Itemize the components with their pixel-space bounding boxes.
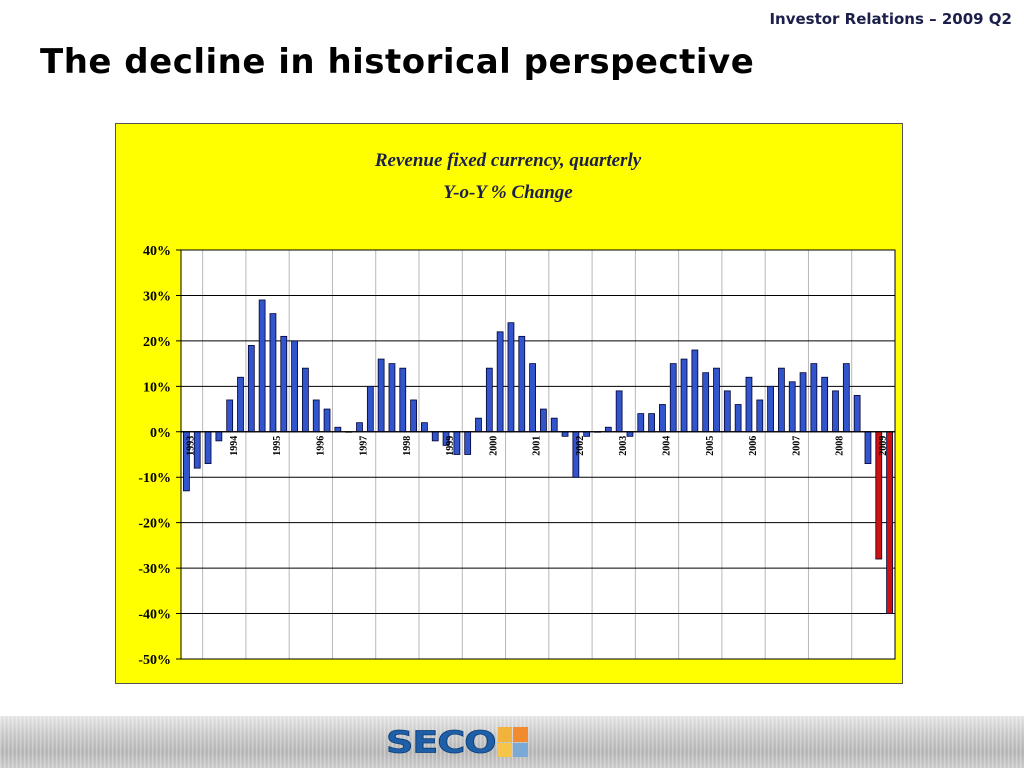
chart-bar — [669, 363, 677, 433]
x-tick-label: 2004 — [661, 436, 672, 456]
footer-bar — [0, 716, 1024, 768]
chart-bar — [659, 404, 666, 433]
x-tick-label: 1994 — [229, 436, 240, 456]
x-tick-label: 2009 — [878, 436, 889, 456]
x-tick-label: 2007 — [791, 436, 802, 456]
chart-bar — [485, 367, 493, 433]
y-tick-label: 10% — [143, 380, 171, 395]
chart-title: Revenue fixed currency, quarterly — [374, 150, 642, 171]
chart-bar — [312, 399, 320, 433]
company-logo: SECO — [386, 724, 528, 760]
y-tick-label: -30% — [138, 562, 171, 577]
chart-bar — [366, 385, 374, 433]
y-tick-label: 40% — [143, 244, 171, 259]
x-tick-label: 2008 — [835, 436, 846, 456]
chart-bar — [237, 376, 244, 433]
chart-bar — [778, 367, 785, 433]
y-tick-label: 30% — [143, 289, 171, 304]
y-tick-label: -10% — [138, 471, 171, 486]
chart-bar — [821, 376, 829, 433]
chart-bar — [864, 431, 872, 464]
chart-bar — [388, 363, 396, 433]
chart-bar — [247, 345, 255, 433]
chart-bar — [291, 340, 298, 433]
chart-bar — [258, 299, 266, 433]
chart-bar — [496, 331, 504, 433]
chart-bar — [702, 372, 710, 433]
chart-bar — [377, 358, 385, 433]
chart-bar — [215, 431, 223, 442]
chart-bar — [756, 399, 764, 433]
revenue-bar-chart: Revenue fixed currency, quarterly Y-o-Y … — [138, 150, 896, 668]
page-title: The decline in historical perspective — [40, 42, 755, 82]
x-tick-label: 1999 — [445, 436, 456, 456]
chart-bar — [540, 408, 547, 433]
chart-bar — [583, 431, 591, 437]
chart-bar — [615, 390, 623, 433]
chart-bar — [561, 431, 569, 437]
chart-subtitle: Y-o-Y % Change — [443, 182, 573, 203]
header-label: Investor Relations – 2009 Q2 — [769, 10, 1012, 28]
x-tick-label: 1997 — [359, 436, 370, 456]
y-tick-label: -20% — [138, 517, 171, 532]
chart-bar — [323, 408, 331, 433]
chart-bar — [421, 422, 428, 433]
chart-bar — [713, 367, 720, 433]
x-tick-label: 2006 — [748, 436, 759, 456]
chart-bar — [842, 363, 850, 433]
chart-bar — [604, 426, 612, 433]
chart-bar — [637, 413, 645, 433]
chart-bar — [356, 422, 363, 433]
y-tick-label: -40% — [138, 608, 171, 623]
chart-bar — [280, 335, 288, 433]
chart-bar — [853, 395, 861, 433]
x-tick-label: 1996 — [315, 436, 326, 456]
plot-area — [180, 249, 896, 660]
chart-bar — [507, 322, 515, 433]
x-tick-label: 1998 — [402, 436, 413, 456]
chart-bar — [431, 431, 439, 442]
chart-bar — [302, 367, 309, 433]
chart-panel: Revenue fixed currency, quarterly Y-o-Y … — [115, 123, 903, 684]
chart-bar — [886, 431, 893, 614]
chart-bar — [626, 431, 634, 437]
chart-bar — [680, 358, 688, 433]
chart-bar — [648, 413, 655, 433]
x-tick-label: 2001 — [532, 436, 543, 456]
chart-bar — [475, 417, 482, 433]
y-tick-label: 20% — [143, 335, 171, 350]
chart-bar — [788, 381, 796, 433]
chart-bar — [734, 404, 742, 433]
chart-bar — [767, 385, 774, 433]
x-tick-label: 2003 — [618, 436, 629, 456]
chart-bar — [334, 426, 342, 433]
x-tick-label: 1995 — [272, 436, 283, 456]
logo-wordmark: SECO — [386, 724, 498, 760]
chart-bar — [399, 367, 407, 433]
logo-mark-icon — [497, 727, 528, 757]
y-tick-label: -50% — [138, 653, 171, 668]
chart-bar — [529, 363, 536, 433]
chart-bar — [550, 417, 558, 433]
chart-bar — [204, 431, 212, 464]
chart-bar — [410, 399, 417, 433]
chart-bar — [810, 363, 818, 433]
x-tick-label: 2000 — [488, 436, 499, 456]
chart-bar — [832, 390, 839, 433]
chart-bar — [691, 349, 699, 433]
chart-bar — [464, 431, 472, 455]
x-tick-label: 2005 — [705, 436, 716, 456]
chart-bar — [799, 372, 807, 433]
x-tick-label: 2002 — [575, 436, 586, 456]
x-tick-label: 1993 — [185, 436, 196, 456]
chart-bar — [723, 390, 731, 433]
chart-bar — [226, 399, 234, 433]
y-tick-label: 0% — [150, 426, 171, 441]
chart-bar — [745, 376, 753, 433]
chart-bar — [269, 313, 277, 433]
chart-bar — [518, 335, 526, 433]
